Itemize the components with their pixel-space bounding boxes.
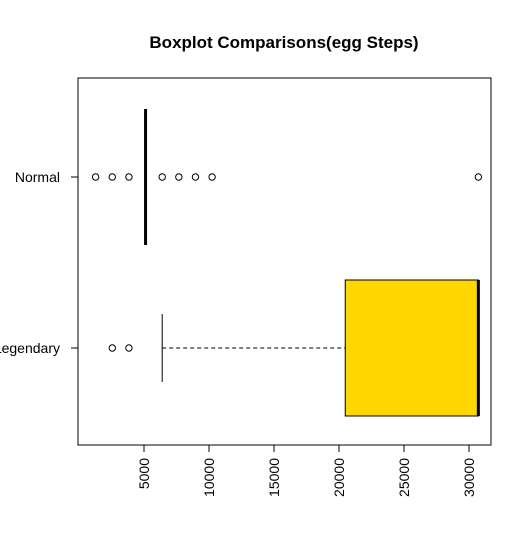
normal-outlier <box>158 173 166 181</box>
x-tick-label: 25000 <box>396 458 412 497</box>
normal-outlier <box>91 173 100 181</box>
axes: Normal Legendary 5000 10000 15000 20000 25000 3… <box>0 169 477 497</box>
legendary-outlier <box>108 344 116 352</box>
normal-outlier <box>175 173 183 181</box>
legendary-outlier <box>125 344 133 352</box>
normal-outlier <box>108 173 116 181</box>
x-tick-label: 15000 <box>266 458 282 497</box>
x-tick-label: 5000 <box>136 458 152 489</box>
normal-outlier <box>208 173 216 181</box>
x-tick-label: 10000 <box>201 458 217 497</box>
normal-outlier <box>125 173 133 181</box>
x-tick-label: 20000 <box>331 458 347 497</box>
y-tick-label: Normal <box>15 169 60 185</box>
legendary-box <box>344 279 479 417</box>
normal-outlier <box>191 173 200 181</box>
chart-marks <box>91 109 483 417</box>
chart-title: Boxplot Comparisons(egg Steps) <box>149 33 418 52</box>
normal-outlier <box>474 173 483 181</box>
x-tick-label: 30000 <box>461 458 477 497</box>
y-tick-label: Legendary <box>0 340 60 356</box>
